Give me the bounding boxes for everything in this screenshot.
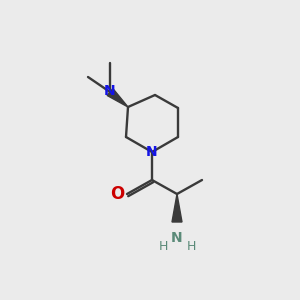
Polygon shape [172, 194, 182, 222]
Text: H: H [186, 239, 196, 253]
Text: O: O [110, 185, 124, 203]
Polygon shape [107, 88, 128, 107]
Text: N: N [146, 145, 158, 159]
Text: N: N [171, 231, 183, 245]
Text: N: N [104, 84, 116, 98]
Text: H: H [158, 239, 168, 253]
